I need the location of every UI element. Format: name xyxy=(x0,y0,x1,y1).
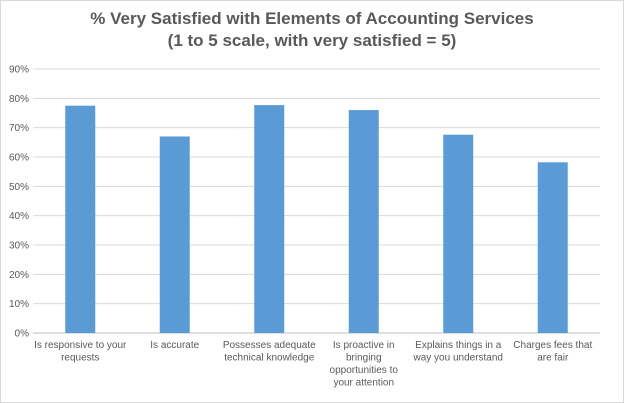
category-label: Is proactive in xyxy=(333,340,395,351)
category-label: Possesses adequate xyxy=(223,340,316,351)
y-tick-label: 50% xyxy=(9,182,29,193)
category-label: are fair xyxy=(537,353,569,364)
y-tick-label: 30% xyxy=(9,241,29,252)
chart-subtitle: (1 to 5 scale, with very satisfied = 5) xyxy=(167,31,457,50)
y-tick-label: 40% xyxy=(9,211,29,222)
y-tick-label: 10% xyxy=(9,299,29,310)
chart-title: % Very Satisfied with Elements of Accoun… xyxy=(90,9,534,28)
category-label: your attention xyxy=(333,378,394,389)
category-label: Explains things in a xyxy=(415,340,502,351)
y-tick-label: 0% xyxy=(15,329,30,340)
chart-title-block: % Very Satisfied with Elements of Accoun… xyxy=(0,8,624,52)
y-tick-label: 90% xyxy=(9,65,29,76)
bar xyxy=(348,110,379,333)
category-label: bringing xyxy=(346,353,382,364)
bar xyxy=(159,136,190,333)
category-label: opportunities to xyxy=(330,365,399,376)
y-tick-label: 20% xyxy=(9,270,29,281)
category-label: Is accurate xyxy=(150,340,199,351)
category-label: way you understand xyxy=(412,353,503,364)
y-tick-label: 60% xyxy=(9,153,29,164)
category-label: requests xyxy=(61,353,99,364)
bar xyxy=(65,105,96,334)
y-tick-label: 70% xyxy=(9,123,29,134)
bar xyxy=(254,105,285,333)
category-label: Charges fees that xyxy=(513,340,592,351)
category-label: Is responsive to your xyxy=(34,340,127,351)
category-label: technical knowledge xyxy=(224,353,314,364)
y-tick-label: 80% xyxy=(9,94,29,105)
bar xyxy=(443,134,474,333)
bar xyxy=(537,162,568,333)
